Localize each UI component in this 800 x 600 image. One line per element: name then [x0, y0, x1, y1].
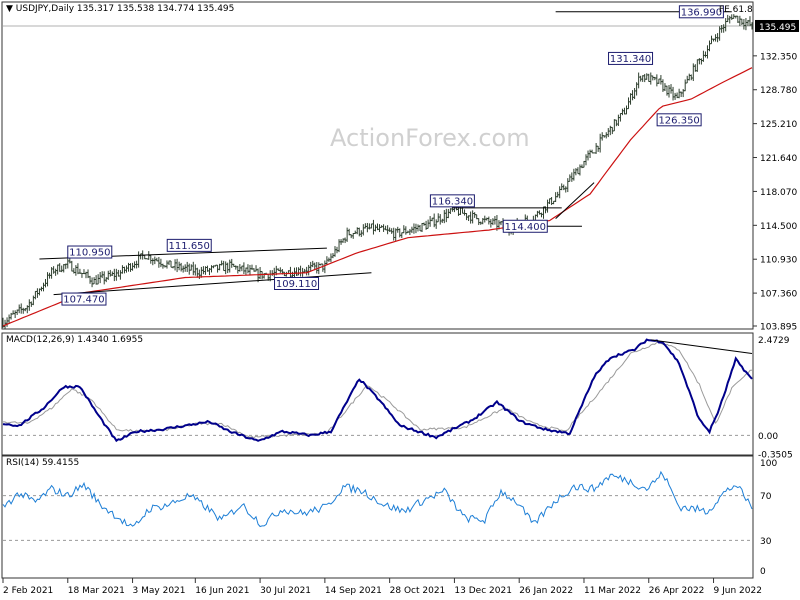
x-tick-label: 18 Mar 2021 — [68, 586, 125, 596]
price-label-box — [166, 238, 212, 252]
x-tick-label: 26 Jan 2022 — [519, 586, 573, 596]
ohlc-values: 135.317 135.538 134.774 135.495 — [76, 4, 235, 14]
macd-y-tick-label: 0.00 — [758, 432, 778, 442]
rsi-y-tick-label: 70 — [760, 492, 772, 502]
price-label-text: 131.340 — [610, 54, 651, 65]
y-tick-label: 110.930 — [760, 256, 797, 266]
price-label-box — [678, 5, 724, 19]
price-label: 114.400 — [502, 219, 548, 233]
rsi-y-tick-label: 30 — [760, 537, 772, 547]
x-tick-label: 26 Apr 2022 — [649, 586, 705, 596]
price-label: 109.110 — [274, 276, 320, 290]
macd-pane-frame — [1, 332, 754, 456]
price-label-box — [429, 194, 475, 208]
price-label-text: 136.990 — [681, 7, 722, 18]
price-label: 116.340 — [429, 194, 475, 208]
rsi-title: RSI(14) 59.4155 — [6, 458, 80, 468]
axes: 135.495 132.350 128.780 125.210 121.640 118.0… — [2, 19, 799, 596]
y-tick-label: 114.500 — [760, 222, 797, 232]
price-label: 110.950 — [67, 245, 113, 259]
price-label-box — [61, 292, 107, 306]
price-label-text: 109.110 — [276, 279, 317, 290]
y-tick-label: 125.210 — [760, 120, 797, 130]
macd-y-tick-label: 2.4729 — [758, 336, 790, 346]
macd-y-tick-label: -0.3505 — [758, 451, 793, 461]
macd-title: MACD(12,26,9) 1.4340 1.6955 — [6, 335, 144, 345]
price-label-box — [656, 113, 702, 127]
symbol-label: USDJPY,Daily — [15, 4, 75, 14]
macd-signal-line — [3, 341, 753, 439]
price-label: 126.350 — [656, 113, 702, 127]
last-price-marker — [755, 19, 799, 32]
price-label-text: 111.650 — [169, 241, 210, 252]
price-label: 111.650 — [166, 238, 212, 252]
x-tick-label: 14 Sep 2021 — [325, 586, 382, 596]
y-tick-label: 121.640 — [760, 154, 797, 164]
rsi-pane-frame — [1, 455, 754, 579]
x-tick-label: 30 Jul 2021 — [260, 586, 311, 596]
rsi-line — [2, 470, 753, 528]
price-pane-frame — [1, 1, 754, 330]
x-tick-label: 13 Dec 2021 — [454, 586, 512, 596]
rsi-y-tick-label: 100 — [760, 459, 777, 469]
last-price-label: 135.495 — [759, 23, 796, 33]
price-label: 131.340 — [608, 51, 654, 65]
watermark: ActionForex.com — [330, 124, 530, 152]
trendline — [555, 182, 595, 220]
rsi-y-tick-label: 0 — [760, 567, 766, 577]
x-tick-label: 28 Oct 2021 — [390, 586, 446, 596]
trendline — [53, 272, 372, 296]
y-tick-label: 107.360 — [760, 290, 797, 300]
rsi-pane — [2, 470, 753, 541]
price-label-text: 114.400 — [505, 222, 546, 233]
fibonacci-label: FE 61.8 — [719, 5, 753, 15]
chart-icon: ▼ — [6, 4, 13, 14]
price-bar — [750, 22, 754, 30]
x-tick-label: 3 May 2021 — [133, 586, 186, 596]
y-tick-label: 118.070 — [760, 188, 797, 198]
y-tick-label: 103.895 — [760, 323, 797, 333]
price-label-box — [274, 276, 320, 290]
moving-average-line — [2, 67, 753, 327]
y-tick-label: 128.780 — [760, 86, 797, 96]
price-label-box — [502, 219, 548, 233]
x-tick-label: 16 Jun 2021 — [195, 586, 249, 596]
x-tick-label: 2 Feb 2021 — [3, 586, 53, 596]
macd-pane — [2, 338, 753, 443]
price-pane: 110.950 107.470 111.650 109.110 116.340 114.4… — [1, 5, 754, 329]
price-label: 107.470 — [61, 292, 107, 306]
x-tick-label: 11 Mar 2022 — [584, 586, 641, 596]
price-label-text: 116.340 — [432, 196, 473, 207]
symbol-header: ▼ USDJPY,Daily 135.317 135.538 134.774 1… — [6, 4, 234, 14]
y-tick-label: 132.350 — [760, 52, 797, 62]
x-tick-label: 9 Jun 2022 — [714, 586, 762, 596]
price-label-text: 107.470 — [63, 295, 104, 306]
price-label: 136.990 — [678, 5, 724, 19]
price-label-box — [608, 51, 654, 65]
macd-line — [2, 338, 753, 443]
macd-trendline — [650, 339, 753, 355]
price-label-text: 110.950 — [69, 248, 110, 259]
price-label-box — [67, 245, 113, 259]
price-label-text: 126.350 — [658, 115, 699, 126]
